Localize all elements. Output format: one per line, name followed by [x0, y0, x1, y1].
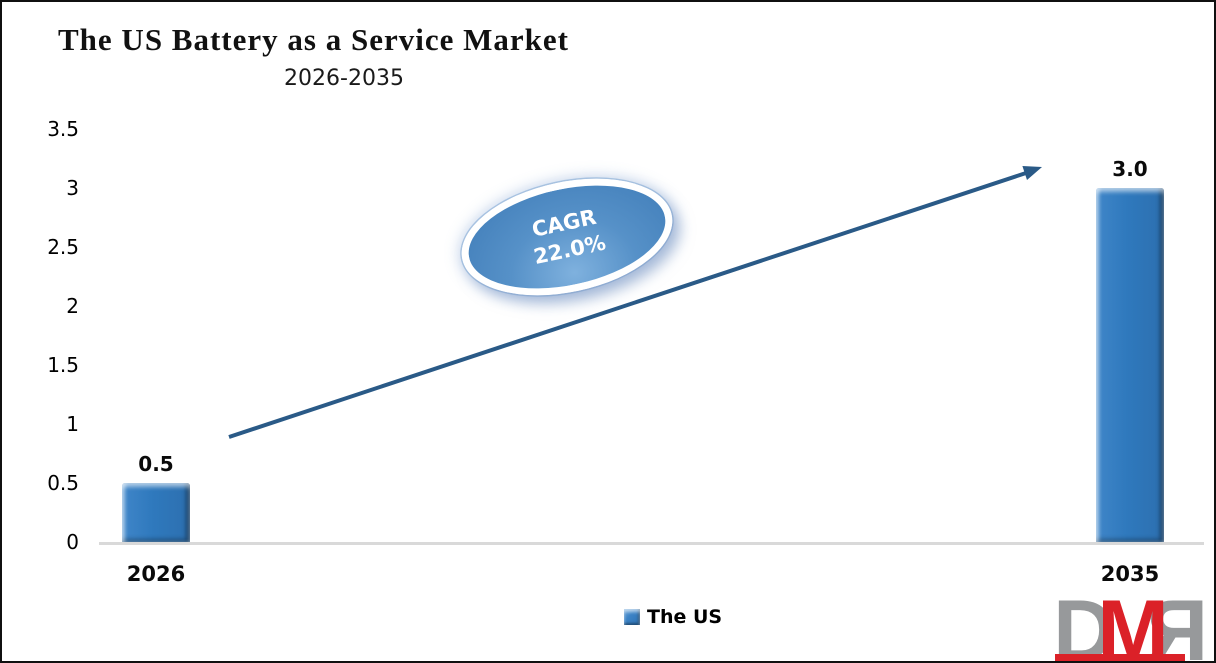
y-axis-tick-3: 3: [66, 176, 79, 200]
legend: The US: [624, 606, 722, 628]
data-label-2026: 0.5: [138, 452, 174, 476]
bar-2035: [1096, 188, 1164, 542]
data-label-2035: 3.0: [1112, 157, 1148, 181]
chart-subtitle: 2026-2035: [284, 66, 404, 91]
legend-label: The US: [647, 606, 723, 628]
y-axis-tick-0.5: 0.5: [47, 471, 79, 495]
logo-letter-m: M: [1097, 583, 1169, 663]
y-axis-tick-0: 0: [66, 530, 79, 554]
y-axis-tick-3.5: 3.5: [47, 117, 79, 141]
logo-underline: [1055, 654, 1186, 661]
legend-swatch-icon: [624, 609, 640, 625]
y-axis-tick-1.5: 1.5: [47, 353, 79, 377]
y-axis-tick-1: 1: [66, 412, 79, 436]
y-axis-tick-2.5: 2.5: [47, 235, 79, 259]
bar-2026: [122, 483, 190, 542]
dmr-logo: DMR: [1053, 583, 1208, 663]
y-axis-tick-2: 2: [66, 294, 79, 318]
x-axis-label-2035: 2035: [1100, 562, 1160, 586]
chart-title: The US Battery as a Service Market: [58, 22, 569, 57]
logo-letter-d: D: [1053, 583, 1115, 663]
x-axis-line: [99, 542, 1204, 545]
x-axis-label-2026: 2026: [126, 562, 186, 586]
